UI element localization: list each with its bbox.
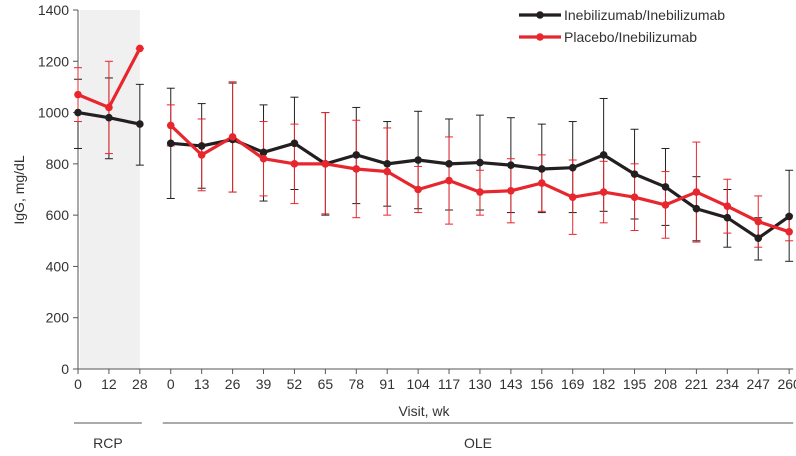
data-point-series-1 [166, 139, 175, 148]
data-point-series-1 [445, 160, 453, 168]
data-point-series-2 [74, 90, 82, 99]
data-point-series-1 [661, 183, 670, 191]
data-point-series-1 [290, 139, 299, 148]
data-point-series-2 [290, 160, 299, 168]
x-tick-label: 247 [747, 376, 771, 392]
x-tick-label: 39 [256, 376, 272, 392]
data-point-series-2 [166, 121, 175, 130]
y-tick-label: 1000 [38, 105, 69, 121]
y-axis-label: IgG, mg/dL [11, 155, 27, 224]
data-point-series-1 [259, 148, 268, 157]
data-point-series-1 [538, 165, 546, 173]
data-point-series-2 [228, 133, 237, 141]
data-point-series-1 [692, 204, 701, 213]
data-point-series-2 [136, 44, 144, 53]
y-tick-label: 200 [46, 310, 70, 326]
data-point-series-2 [352, 165, 361, 173]
data-point-series-1 [630, 170, 639, 178]
x-tick-label: 12 [101, 376, 117, 392]
data-point-series-2 [661, 201, 670, 209]
x-tick-label: 104 [406, 376, 430, 392]
legend-swatch-marker [536, 33, 544, 41]
data-point-series-2 [321, 160, 330, 168]
x-tick-label: 143 [499, 376, 523, 392]
x-tick-label: 117 [438, 376, 461, 392]
x-tick-label: 26 [225, 376, 241, 392]
y-tick-label: 600 [46, 207, 70, 223]
x-axis-label: Visit, wk [398, 403, 450, 419]
x-tick-label: 208 [654, 376, 678, 392]
x-tick-label: 91 [379, 376, 395, 392]
data-point-series-1 [352, 151, 361, 159]
x-tick-label: 221 [685, 376, 709, 392]
legend-label: Placebo/Inebilizumab [564, 29, 697, 45]
y-tick-label: 1400 [38, 2, 69, 18]
data-point-series-2 [105, 103, 113, 112]
data-point-series-2 [538, 179, 546, 187]
y-tick-label: 800 [46, 156, 70, 172]
y-tick-label: 400 [46, 258, 70, 274]
data-point-series-1 [507, 161, 515, 169]
x-tick-label: 195 [623, 376, 647, 392]
data-point-series-1 [723, 213, 732, 222]
data-points [74, 44, 793, 243]
data-point-series-1 [74, 108, 82, 117]
data-point-series-1 [754, 234, 763, 243]
x-tick-label: 130 [468, 376, 492, 392]
data-point-series-2 [599, 188, 608, 196]
x-tick-label: 260 [777, 376, 796, 392]
data-point-series-1 [105, 113, 113, 122]
legend: Inebilizumab/Inebilizumab Placebo/Inebili… [519, 7, 725, 45]
error-bars [74, 47, 794, 262]
data-point-series-1 [136, 120, 144, 128]
data-point-series-2 [259, 154, 268, 163]
data-point-series-2 [692, 188, 701, 196]
y-axis: 0 200 400 600 800 1000 1200 1400 [38, 2, 79, 377]
x-axis: 0 12 28 0 13 26 39 52 65 78 91 104 117 130 143 156 169 18… [74, 368, 796, 392]
legend-label: Inebilizumab/Inebilizumab [564, 7, 725, 23]
data-point-series-1 [197, 142, 206, 150]
data-point-series-1 [476, 158, 484, 167]
period-labels: RCP OLE [74, 422, 794, 451]
x-tick-label: 234 [716, 376, 740, 392]
data-point-series-2 [568, 193, 577, 201]
data-point-series-1 [568, 163, 577, 172]
y-tick-label: 0 [61, 361, 69, 377]
period-label: RCP [93, 435, 123, 451]
data-point-series-2 [414, 185, 422, 194]
x-tick-label: 13 [194, 376, 210, 392]
x-tick-label: 65 [318, 376, 334, 392]
legend-swatch-marker [536, 11, 544, 19]
series-lines [77, 47, 791, 240]
data-point-series-2 [785, 228, 793, 236]
x-tick-label: 78 [348, 376, 364, 392]
data-point-series-1 [599, 151, 608, 159]
x-tick-label: 0 [74, 376, 82, 392]
data-point-series-1 [383, 160, 392, 168]
x-tick-label: 28 [132, 376, 148, 392]
x-tick-label: 0 [167, 376, 175, 392]
x-tick-label: 156 [530, 376, 554, 392]
x-tick-label: 182 [592, 376, 616, 392]
y-tick-label: 1200 [38, 53, 69, 69]
period-label: OLE [464, 435, 492, 451]
data-point-series-2 [507, 186, 515, 195]
x-tick-label: 169 [561, 376, 585, 392]
data-point-series-2 [754, 217, 763, 226]
data-point-series-2 [476, 188, 484, 196]
data-point-series-2 [383, 167, 392, 176]
data-point-series-2 [445, 176, 453, 185]
data-point-series-2 [197, 151, 206, 159]
data-point-series-2 [723, 202, 732, 210]
data-point-series-2 [630, 193, 639, 201]
data-point-series-1 [785, 212, 793, 221]
x-tick-label: 52 [287, 376, 303, 392]
data-point-series-1 [414, 156, 422, 164]
